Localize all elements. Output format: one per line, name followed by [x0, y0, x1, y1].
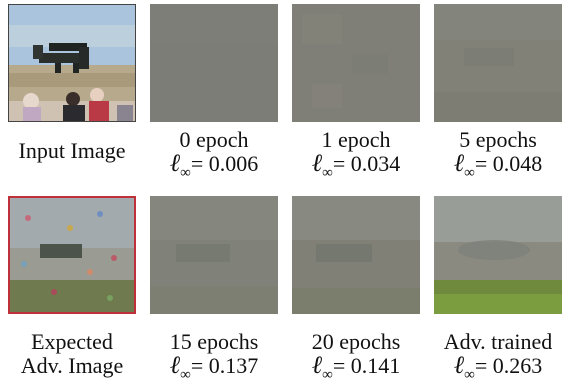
caption-20-epochs: 20 epochs ℓ∞= 0.141	[286, 330, 426, 387]
epoch-label: Adv. trained	[443, 329, 553, 354]
caption-expected-adv-image: Expected Adv. Image	[20, 329, 124, 378]
linf-value: ℓ∞= 0.034	[311, 150, 401, 181]
linf-value: ℓ∞= 0.263	[453, 352, 543, 383]
input-image	[8, 4, 136, 122]
linf-value: ℓ∞= 0.137	[169, 352, 259, 383]
caption-5-epochs: 5 epochs ℓ∞= 0.048	[428, 128, 565, 185]
epoch-label: 20 epochs	[311, 329, 401, 354]
linf-value: ℓ∞= 0.141	[311, 352, 401, 383]
caption-adv-trained: Adv. trained ℓ∞= 0.263	[428, 330, 565, 387]
caption-0-epoch: 0 epoch ℓ∞= 0.006	[144, 128, 284, 185]
perturbation-15-epochs	[150, 196, 278, 314]
perturbation-0-epoch	[150, 4, 278, 122]
epoch-label: 15 epochs	[169, 329, 259, 354]
perturbation-20-epochs	[292, 196, 420, 314]
perturbation-5-epochs	[434, 4, 562, 122]
linf-value: ℓ∞= 0.048	[453, 150, 543, 181]
caption-15-epochs: 15 epochs ℓ∞= 0.137	[144, 330, 284, 387]
perturbation-adv-trained	[434, 196, 562, 314]
linf-value: ℓ∞= 0.006	[169, 150, 259, 181]
caption-input-image: Input Image	[18, 138, 126, 163]
epoch-label: 5 epochs	[459, 127, 537, 152]
epoch-label: 1 epoch	[321, 127, 391, 152]
perturbation-1-epoch	[292, 4, 420, 122]
caption-1-epoch: 1 epoch ℓ∞= 0.034	[286, 128, 426, 185]
expected-adversarial-image	[8, 196, 136, 314]
epoch-label: 0 epoch	[179, 127, 249, 152]
